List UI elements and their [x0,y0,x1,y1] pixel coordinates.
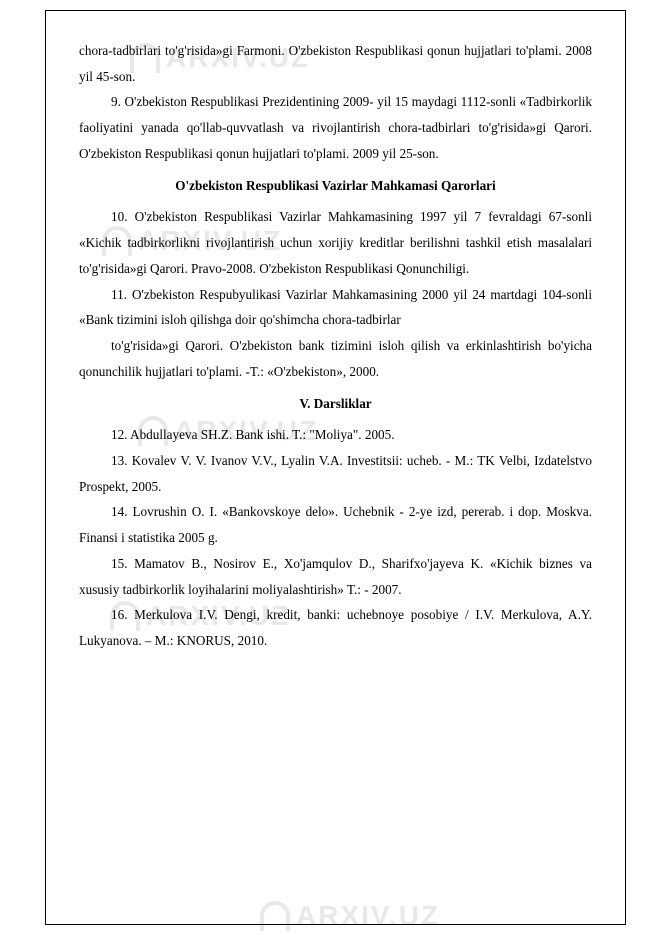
paragraph: 10. O'zbekiston Respublikasi Vazirlar Ma… [79,204,592,281]
sub-heading: V. Darsliklar [79,391,592,417]
section-heading: O'zbekiston Respublikasi Vazirlar Mahkam… [79,173,592,199]
document-content: chora-tadbirlari to'g'risida»gi Farmoni.… [45,10,626,925]
paragraph: 15. Mamatov B., Nosirov E., Xo'jamqulov … [79,551,592,602]
paragraph: 14. Lovrushin O. I. «Bankovskoye delo». … [79,499,592,550]
paragraph: 13. Kovalev V. V. Ivanov V.V., Lyalin V.… [79,448,592,499]
paragraph: 9. O'zbekiston Respublikasi Prezidentini… [79,89,592,166]
paragraph: to'g'risida»gi Qarori. O'zbekiston bank … [79,333,592,384]
paragraph: chora-tadbirlari to'g'risida»gi Farmoni.… [79,38,592,89]
paragraph: 12. Abdullayeva SH.Z. Bank ishi. T.: "Mo… [79,422,592,448]
paragraph: 11. O'zbekiston Respubyulikasi Vazirlar … [79,282,592,333]
paragraph: 16. Merkulova I.V. Dengi, kredit, banki:… [79,602,592,653]
